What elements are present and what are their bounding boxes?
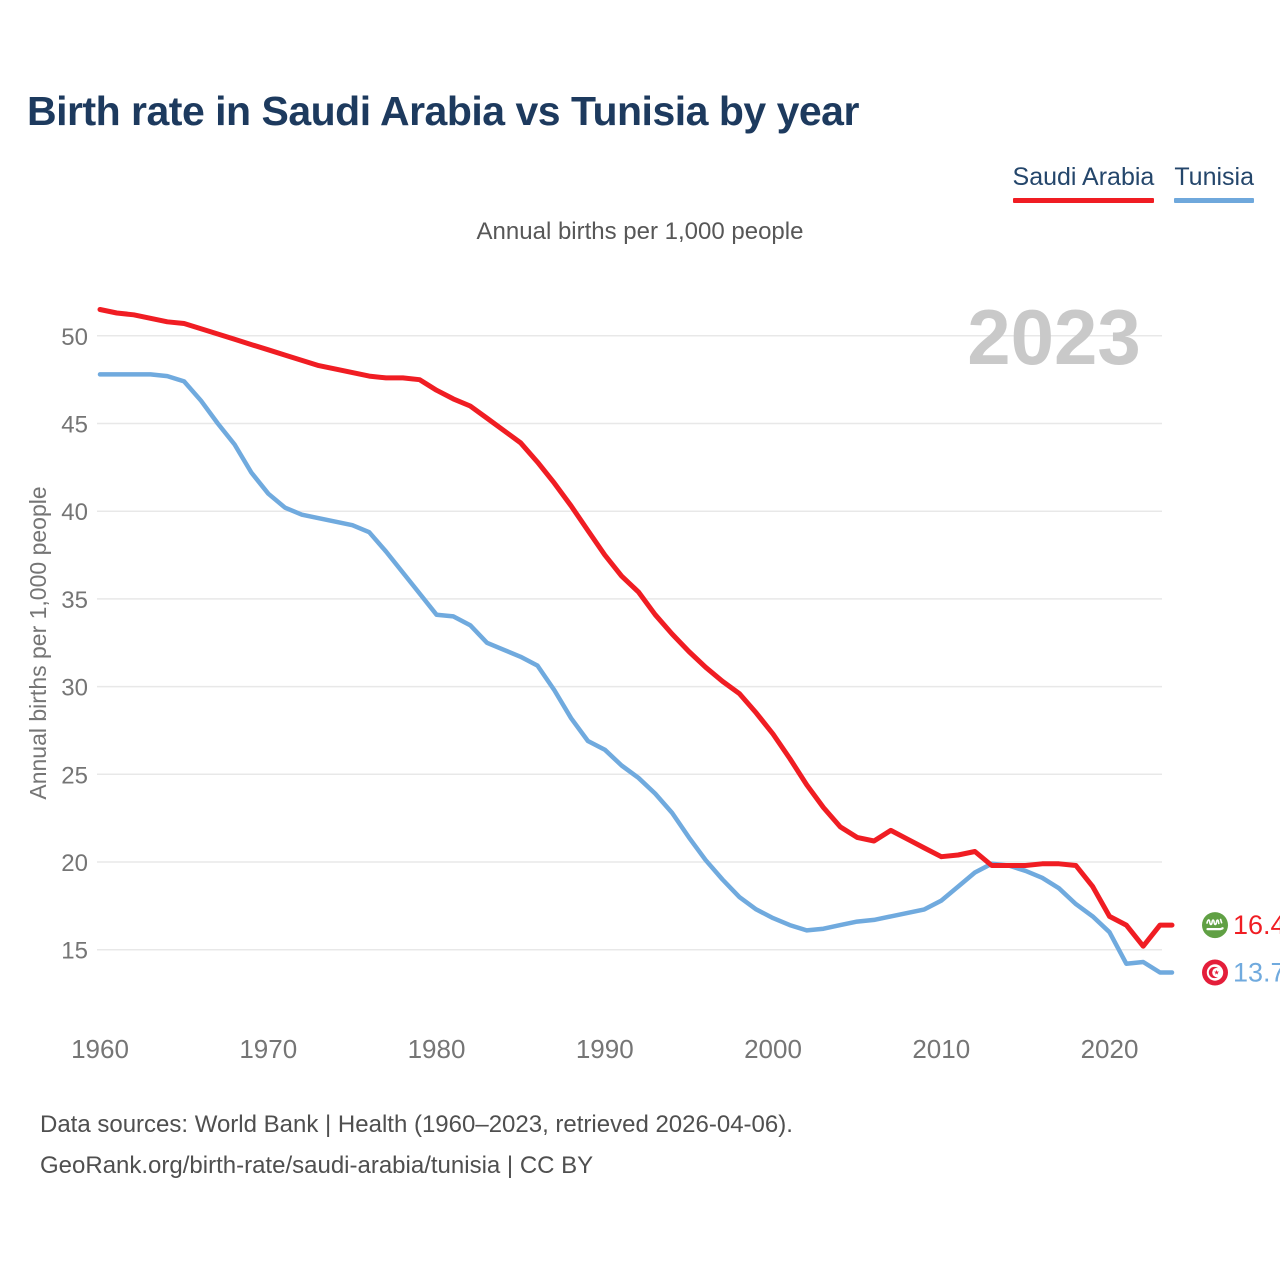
x-tick-label: 2010 xyxy=(912,1034,970,1064)
tunisia-flag-icon xyxy=(1202,959,1228,986)
legend-label-tunisia: Tunisia xyxy=(1174,163,1254,191)
y-axis-title: Annual births per 1,000 people xyxy=(25,486,51,799)
y-tick-label: 20 xyxy=(61,850,88,877)
y-tick-label: 40 xyxy=(61,499,88,526)
watermark-year: 2023 xyxy=(967,293,1141,381)
footer: Data sources: World Bank | Health (1960–… xyxy=(40,1104,793,1186)
series-line-saudi-arabia xyxy=(97,307,1175,949)
y-tick-label: 35 xyxy=(61,587,88,614)
chart-subtitle: Annual births per 1,000 people xyxy=(476,218,804,245)
legend-item-tunisia[interactable]: Tunisia xyxy=(1174,163,1254,203)
legend-underline-tunisia xyxy=(1174,197,1254,203)
y-tick-label: 25 xyxy=(61,762,88,789)
series-line-tunisia xyxy=(97,372,1175,975)
footer-source-line: Data sources: World Bank | Health (1960–… xyxy=(40,1111,793,1138)
legend-underline-saudi-arabia xyxy=(1012,197,1155,203)
end-value-label-saudi-arabia: 16.4 xyxy=(1233,910,1280,940)
end-value-label-tunisia: 13.7 xyxy=(1233,958,1280,988)
y-tick-label: 50 xyxy=(61,324,88,351)
footer-url-line: GeoRank.org/birth-rate/saudi-arabia/tuni… xyxy=(40,1152,594,1179)
x-tick-label: 1960 xyxy=(71,1034,129,1064)
saudi-arabia-flag-icon xyxy=(1202,912,1228,939)
x-tick-label: 1980 xyxy=(408,1034,466,1064)
y-tick-label: 45 xyxy=(61,412,88,439)
legend: Saudi Arabia Tunisia xyxy=(1012,163,1254,203)
x-tick-label: 2000 xyxy=(744,1034,802,1064)
x-tick-label: 1970 xyxy=(239,1034,297,1064)
y-tick-label: 15 xyxy=(61,938,88,965)
y-tick-label: 30 xyxy=(61,675,88,702)
x-tick-label: 1990 xyxy=(576,1034,634,1064)
x-tick-label: 2020 xyxy=(1081,1034,1139,1064)
page-title: Birth rate in Saudi Arabia vs Tunisia by… xyxy=(27,88,859,134)
legend-item-saudi-arabia[interactable]: Saudi Arabia xyxy=(1012,163,1155,203)
legend-label-saudi-arabia: Saudi Arabia xyxy=(1012,163,1155,191)
